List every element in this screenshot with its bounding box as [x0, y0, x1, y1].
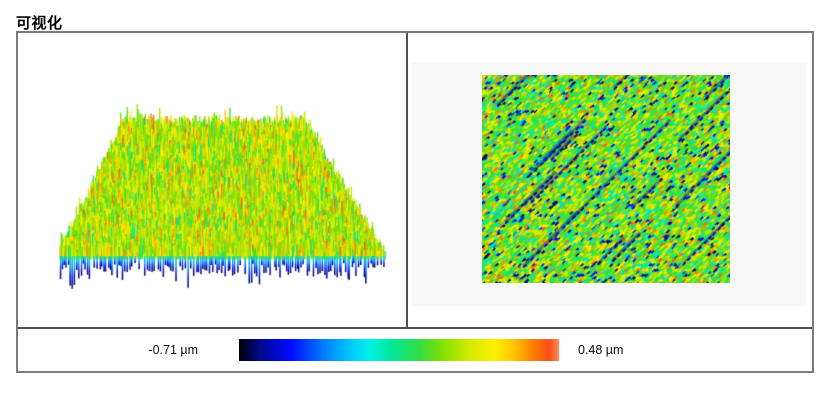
heightmap-panel: [408, 33, 812, 327]
panels-container: [18, 33, 812, 327]
surface-3d-panel: [18, 33, 408, 327]
colorbar-min-label: -0.71 µm: [148, 343, 198, 357]
heightmap-background: [412, 63, 806, 306]
heightmap-plot: [482, 75, 730, 283]
colorbar-gradient: [239, 339, 559, 361]
surface-3d-plot: [42, 97, 394, 297]
colorbar-row: -0.71 µm 0.48 µm: [18, 327, 812, 371]
section-title: 可视化: [16, 15, 63, 33]
colorbar-max-label: 0.48 µm: [578, 343, 624, 357]
visualization-frame: -0.71 µm 0.48 µm: [16, 31, 814, 373]
